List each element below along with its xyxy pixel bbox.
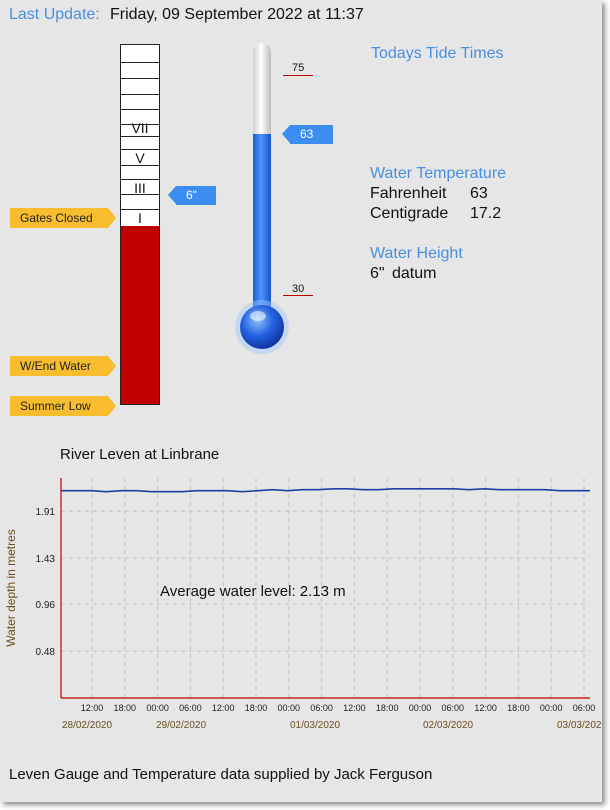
gauge-mark xyxy=(121,149,159,150)
tide-times-link[interactable]: Todays Tide Times xyxy=(371,45,504,62)
gauge-mark xyxy=(121,194,159,195)
x-date-label: 29/02/2020 xyxy=(156,720,206,731)
gauge-mark-i: I xyxy=(138,210,142,226)
gauge-mark xyxy=(121,165,159,166)
x-date-label: 01/03/2020 xyxy=(290,720,340,731)
wend-water-label: W/End Water xyxy=(20,359,91,373)
chart-annotation: Average water level: 2.13 m xyxy=(160,583,346,600)
fahrenheit-label: Fahrenheit xyxy=(370,185,447,202)
gates-closed-tag: Gates Closed xyxy=(10,208,116,228)
gauge-level-label: 6" xyxy=(186,188,197,202)
gauge-mark-vii: VII xyxy=(131,120,149,136)
last-update-label: Last Update: xyxy=(9,6,100,23)
x-time-label: 00:00 xyxy=(409,703,432,713)
water-temp-heading: Water Temperature xyxy=(370,165,507,182)
gauge-mark xyxy=(121,179,159,180)
centigrade-value: 17.2 xyxy=(470,205,502,222)
x-time-label: 12:00 xyxy=(474,703,497,713)
wend-water-tag: W/End Water xyxy=(10,356,116,376)
gates-closed-label: Gates Closed xyxy=(20,211,93,225)
water-level-chart: 0.48 0.96 1.43 1.91 12:00 18:00 00:00 06:00 12:0… xyxy=(4,478,602,731)
water-height-heading: Water Height xyxy=(370,245,463,262)
thermo-scale-max: 75 xyxy=(292,62,305,74)
water-level-line xyxy=(61,487,590,493)
gauge-mark xyxy=(121,109,159,110)
thermometer xyxy=(235,43,289,354)
water-height-value: 6" xyxy=(370,265,385,282)
x-date-label: 03/03/2020 xyxy=(557,720,602,731)
chart-title: River Leven at Linbrane xyxy=(60,446,220,463)
x-time-label: 18:00 xyxy=(114,703,137,713)
y-tick-label: 0.96 xyxy=(36,600,56,611)
gauge-mark xyxy=(121,124,159,125)
x-time-label: 18:00 xyxy=(376,703,399,713)
x-time-label: 06:00 xyxy=(179,703,202,713)
x-date-label: 02/03/2020 xyxy=(423,720,473,731)
x-time-label: 18:00 xyxy=(507,703,530,713)
x-time-label: 06:00 xyxy=(442,703,465,713)
thermo-scale-min-line xyxy=(283,295,313,296)
gauge-fill xyxy=(121,225,159,404)
x-time-label: 18:00 xyxy=(245,703,268,713)
thermo-scale-min: 30 xyxy=(292,283,305,295)
thermometer-value: 63 xyxy=(300,127,314,141)
x-time-label: 12:00 xyxy=(81,703,104,713)
x-time-label: 00:00 xyxy=(146,703,169,713)
gauge-mark xyxy=(121,209,159,210)
page-panel: Last Update: Friday, 09 September 2022 a… xyxy=(0,0,602,802)
gauge-mark-iii: III xyxy=(134,180,146,196)
y-axis-label: Water depth in metres xyxy=(4,529,18,647)
thermometer-pointer: 63 xyxy=(282,125,333,144)
gauge-mark xyxy=(121,78,159,79)
centigrade-label: Centigrade xyxy=(370,205,449,222)
water-height-unit: datum xyxy=(392,265,437,282)
x-time-label: 06:00 xyxy=(310,703,333,713)
x-time-label: 12:00 xyxy=(212,703,235,713)
gauge-mark xyxy=(121,94,159,95)
gauge-mark-v: V xyxy=(135,150,145,166)
x-time-label: 06:00 xyxy=(573,703,596,713)
last-update-value: Friday, 09 September 2022 at 11:37 xyxy=(110,6,364,23)
thermo-scale-max-line xyxy=(283,75,313,76)
x-time-label: 00:00 xyxy=(278,703,301,713)
fahrenheit-value: 63 xyxy=(470,185,488,202)
thermometer-bulb xyxy=(240,305,284,349)
x-date-label: 28/02/2020 xyxy=(62,720,112,731)
gauge-mark xyxy=(121,62,159,63)
river-gauge: VII V III I xyxy=(120,44,160,405)
x-time-label: 12:00 xyxy=(343,703,366,713)
y-tick-label: 1.91 xyxy=(36,507,56,518)
bulb-highlight xyxy=(250,311,266,321)
x-time-label: 00:00 xyxy=(540,703,563,713)
summer-low-tag: Summer Low xyxy=(10,396,116,416)
footer-credit: Leven Gauge and Temperature data supplie… xyxy=(9,766,433,783)
gauge-mark xyxy=(121,136,159,137)
gauge-level-pointer: 6" xyxy=(168,186,216,205)
y-tick-label: 0.48 xyxy=(36,647,56,658)
thermometer-mercury xyxy=(253,134,271,324)
y-tick-label: 1.43 xyxy=(36,554,56,565)
summer-low-label: Summer Low xyxy=(20,399,91,413)
